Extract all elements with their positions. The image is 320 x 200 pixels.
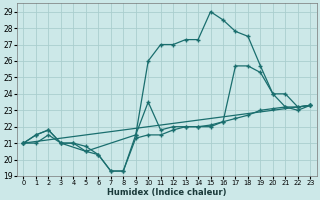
X-axis label: Humidex (Indice chaleur): Humidex (Indice chaleur) (107, 188, 227, 197)
